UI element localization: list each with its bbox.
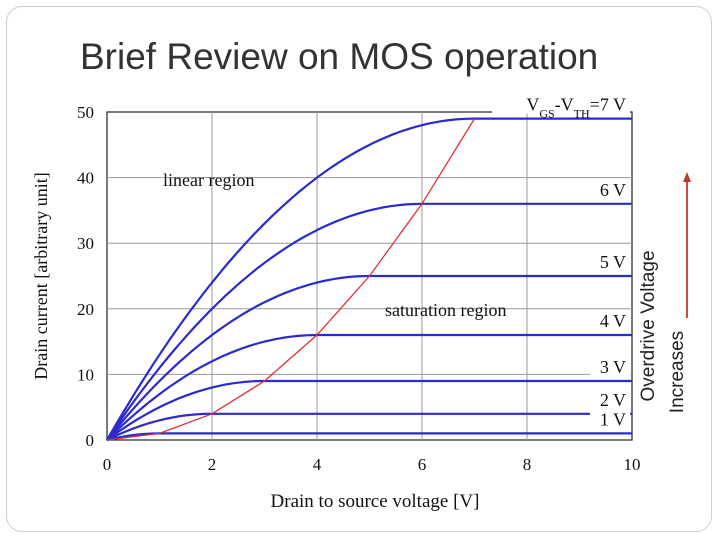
increases-label: Increases [667,331,688,413]
curve-label: VGS-VTH=7 V [526,95,626,121]
x-tick-label: 6 [418,455,427,474]
curve-label-bg [590,178,630,199]
saturation-boundary-curve [106,118,476,441]
overdrive-voltage-label: Overdrive Voltage [638,250,659,401]
x-tick-label: 4 [313,455,322,474]
x-axis-title: Drain to source voltage [V] [271,491,480,512]
curve-label: 1 V [600,409,626,429]
y-axis-title: Drain current [arbitrary unit] [31,172,51,379]
iv-curve [106,412,632,441]
curve-label-bg [590,388,630,409]
saturation-region-label: saturation region [385,300,506,320]
y-tick-label: 20 [77,300,94,319]
curve-labels: 1 V2 V 3 V 4 V 5 V 6 V VGS-VTH=7 V [492,93,630,429]
slide-title: Brief Review on MOS operation [80,36,599,77]
iv-curve [106,274,632,441]
x-tick-label: 2 [208,455,217,474]
iv-curve [106,117,632,441]
y-tick-label: 30 [77,234,94,253]
tick-labels: 0 2 4 6 8 10 0 10 20 30 40 50 [77,103,641,474]
y-tick-label: 10 [77,365,94,384]
curve-label: 2 V [600,390,626,410]
y-tick-label: 0 [86,431,95,450]
curve-label: 5 V [600,252,626,272]
iv-curve [106,379,632,441]
curve-label-bg [590,251,630,271]
iv-curve [106,202,632,441]
curve-label: 4 V [600,311,626,331]
y-tick-label: 50 [77,103,94,122]
x-tick-label: 0 [103,455,112,474]
curve-label: 6 V [600,180,626,200]
curve-label-bg [590,355,630,376]
iv-curves [106,117,632,442]
curve-label-bg [492,93,630,114]
curve-label-bg [590,408,630,429]
x-tick-label: 8 [523,455,532,474]
curve-label: 3 V [600,357,626,377]
iv-curve [106,432,632,442]
x-tick-label: 10 [624,455,641,474]
y-tick-label: 40 [77,169,94,188]
curve-label-bg [590,310,630,331]
iv-curve [106,333,632,441]
linear-region-label: linear region [163,170,254,190]
overdrive-arrow [683,172,691,318]
